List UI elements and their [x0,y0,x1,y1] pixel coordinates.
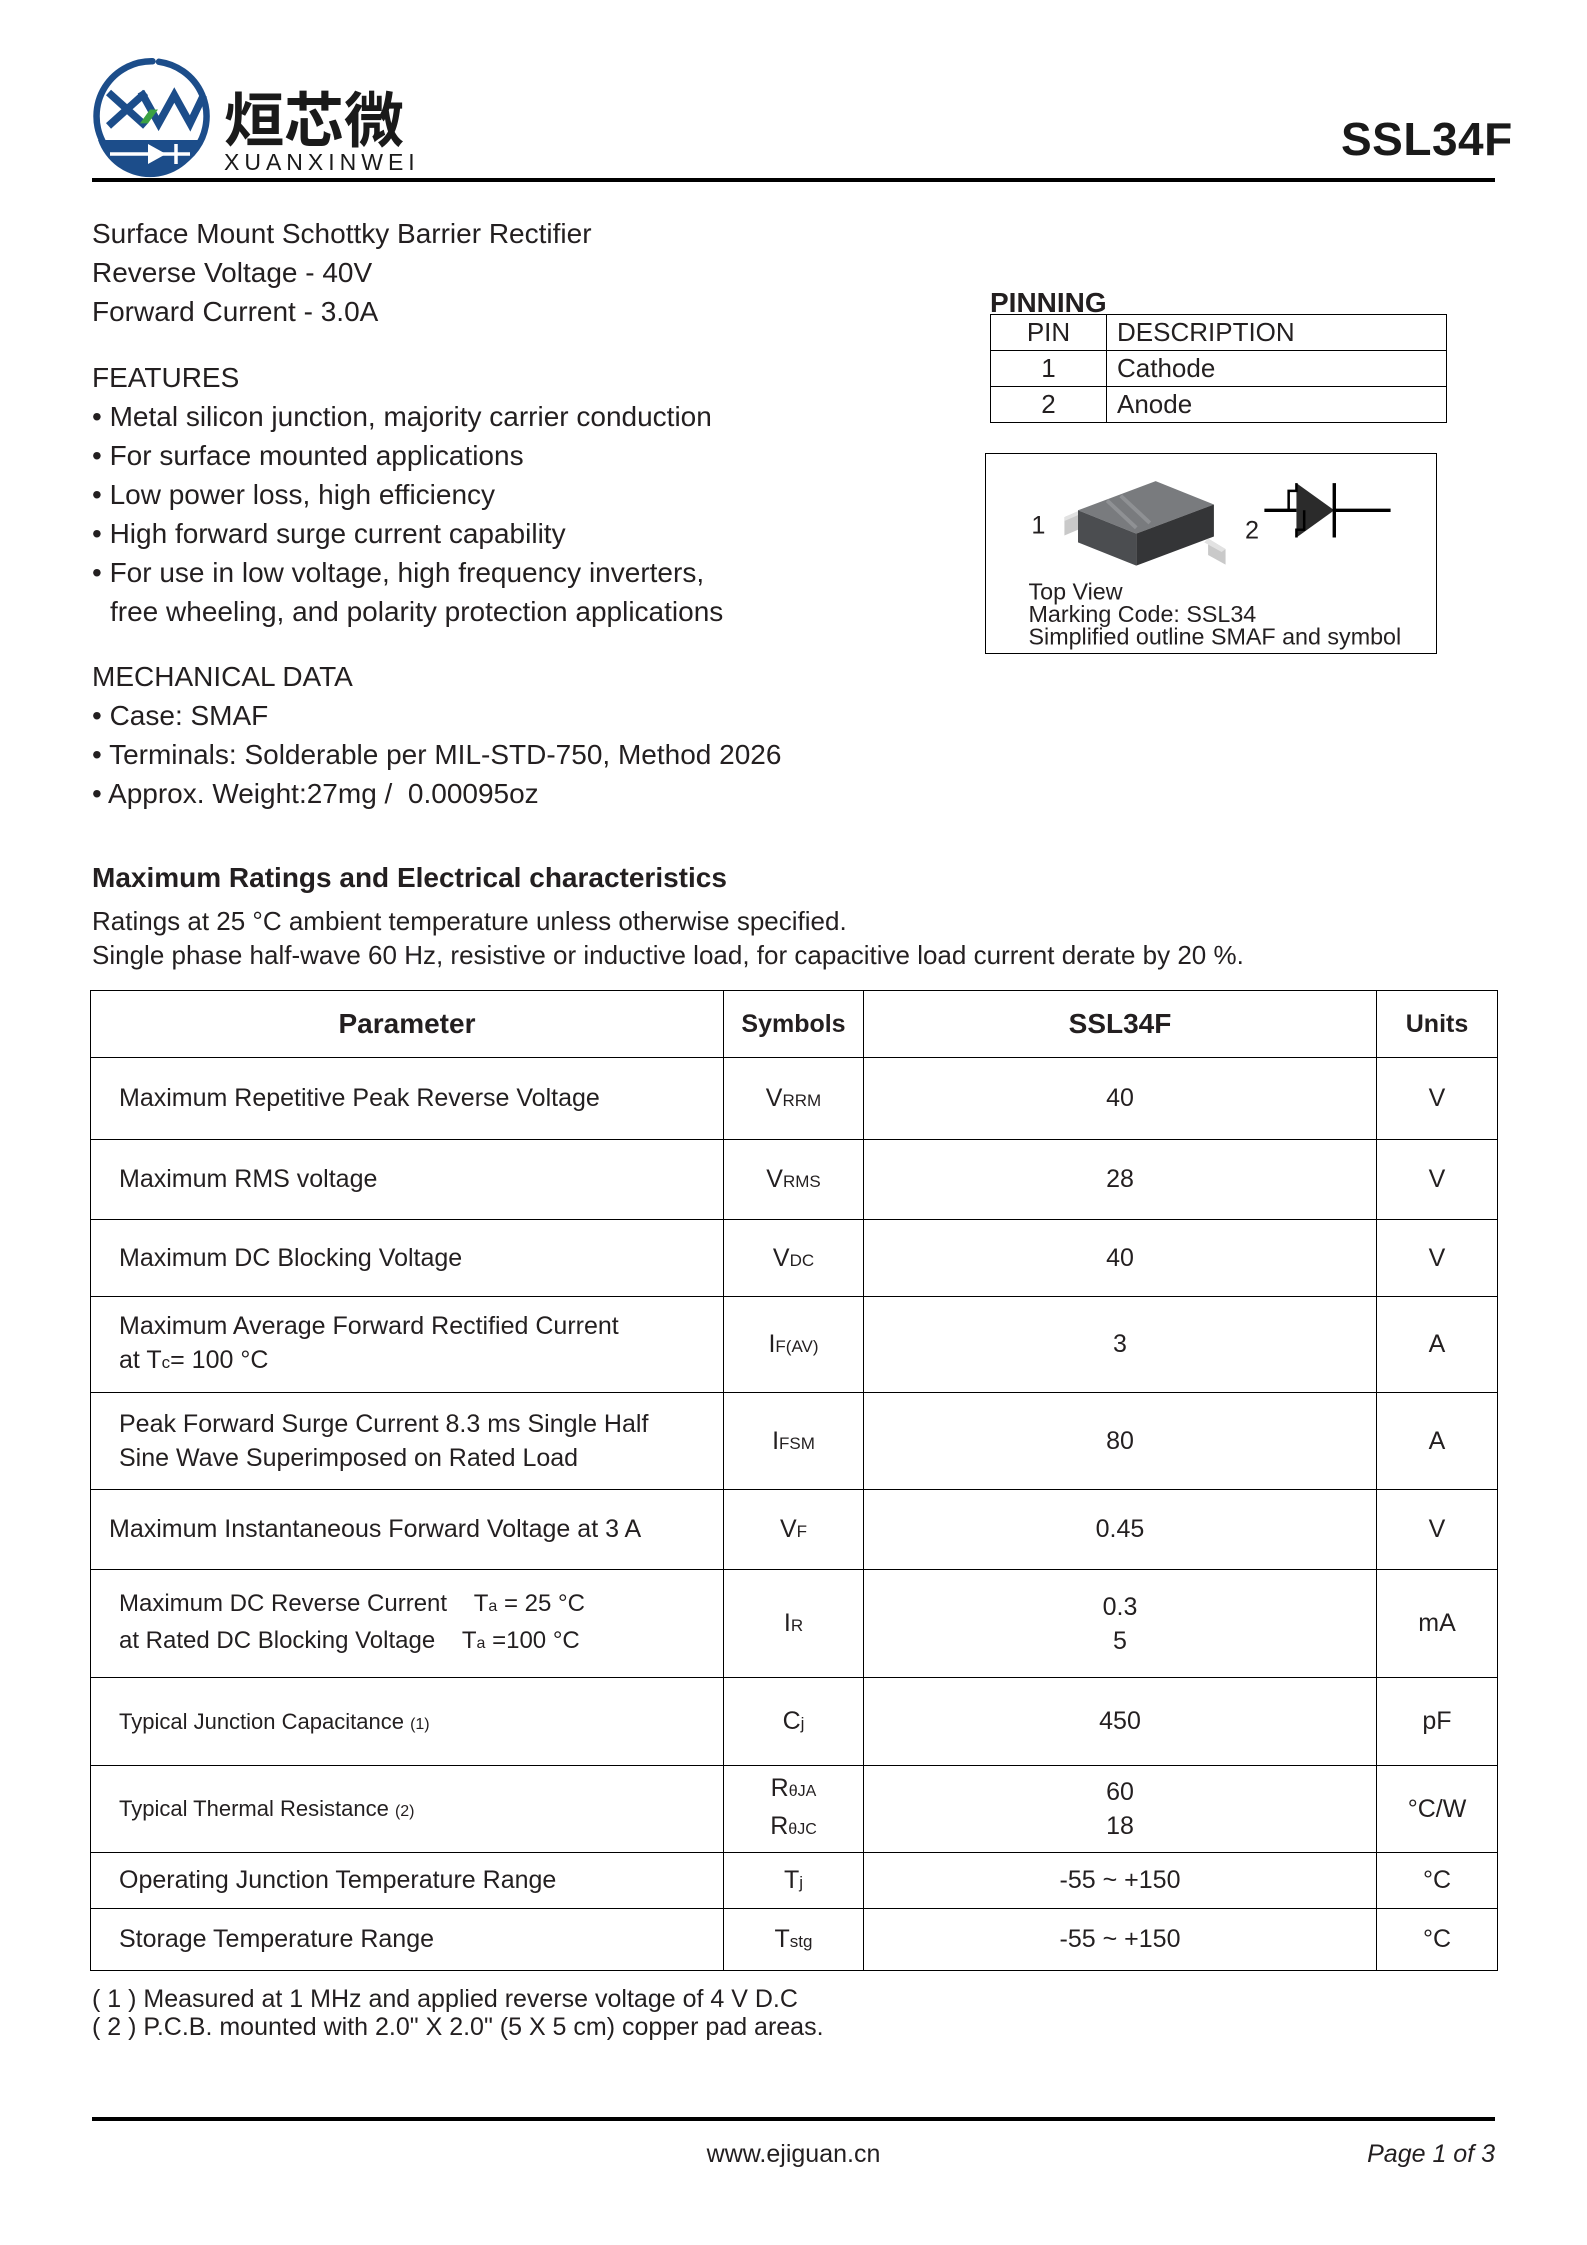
svg-text:1: 1 [1031,512,1045,540]
svg-text:XUANXINWEI: XUANXINWEI [224,149,420,175]
svg-text:Simplified outline SMAF and sy: Simplified outline SMAF and symbol [1029,623,1402,649]
svg-text:烜芯微: 烜芯微 [224,73,404,160]
svg-text:2: 2 [1245,516,1259,544]
